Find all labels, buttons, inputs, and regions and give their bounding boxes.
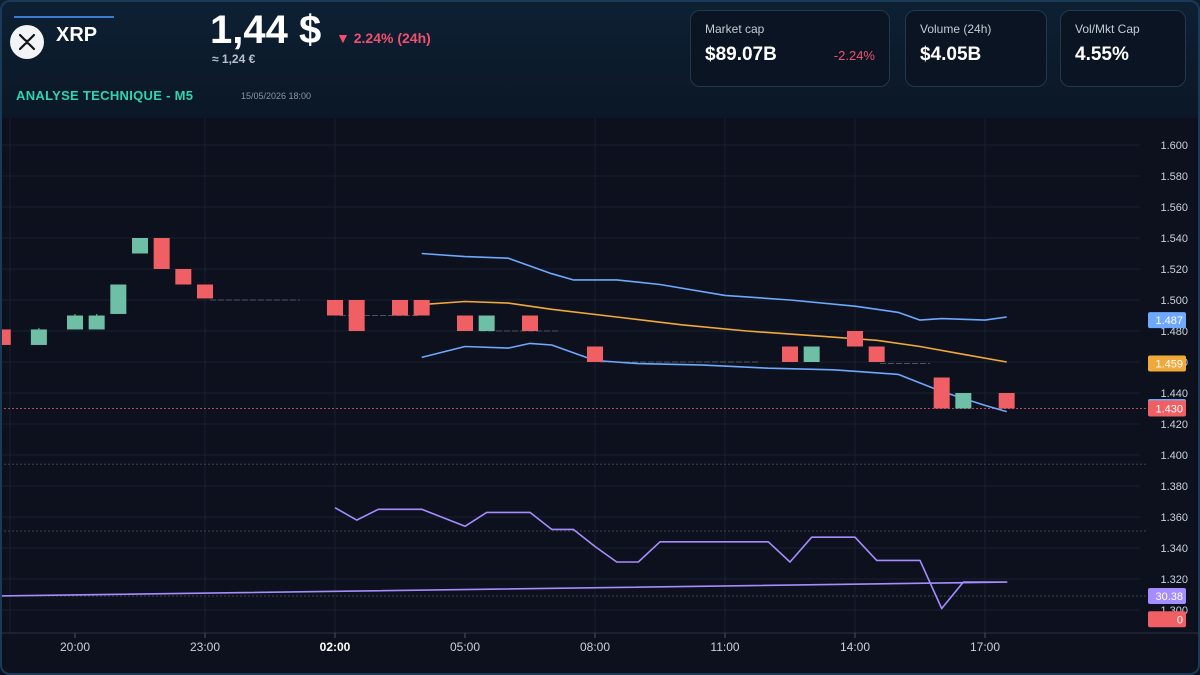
candle-body-up xyxy=(955,393,972,409)
header-bar: XRP 1,44 $ ▼ 2.24% (24h) ≈ 1,24 € ANALYS… xyxy=(0,0,1200,118)
time-axis-label: 08:00 xyxy=(580,640,610,654)
bollinger-middle-line xyxy=(421,300,1007,363)
candle-body-down xyxy=(0,329,11,345)
price-eur: ≈ 1,24 € xyxy=(212,52,256,66)
analysis-label: ANALYSE TECHNIQUE - M5 xyxy=(16,88,194,103)
volume-value: $4.05B xyxy=(920,44,982,65)
price-axis-label: 1.320 xyxy=(1160,574,1188,586)
timestamp: 15/05/2026 18:00 xyxy=(241,91,312,101)
time-axis-label: 14:00 xyxy=(840,640,870,654)
price-axis-label: 1.400 xyxy=(1160,450,1188,462)
time-axis-label: 11:00 xyxy=(710,640,739,654)
candle-body-down xyxy=(522,315,538,331)
price-badge-label: 1.430 xyxy=(1155,404,1183,416)
candle-body-down xyxy=(847,331,863,347)
price-chart[interactable]: 1.6001.5801.5601.5401.5201.5001.4801.460… xyxy=(0,118,1200,675)
bollinger-lower-line xyxy=(421,342,1007,413)
rsi-line xyxy=(0,507,1008,610)
candle-body-up xyxy=(67,315,83,330)
price-badge xyxy=(1148,611,1186,628)
candle-body-up xyxy=(110,284,127,314)
candle-body-down xyxy=(933,377,950,409)
price-badge-label: 30.38 xyxy=(1155,591,1183,603)
asset-symbol: XRP xyxy=(56,24,98,46)
candle-body-down xyxy=(457,315,473,331)
chart-background xyxy=(0,118,1200,675)
volume-card: Volume (24h) $4.05B xyxy=(905,10,1047,87)
time-axis-label: 20:00 xyxy=(60,640,90,654)
price-axis-label: 1.480 xyxy=(1160,326,1188,338)
vol-mkt-cap-label: Vol/Mkt Cap xyxy=(1075,22,1140,36)
price-badge xyxy=(1148,355,1186,372)
price-axis-label: 1.440 xyxy=(1160,388,1188,400)
candle-body-up xyxy=(30,329,47,345)
candle-body-up xyxy=(803,346,820,362)
candle-body-down xyxy=(998,393,1015,409)
price-axis-label: 1.380 xyxy=(1160,481,1188,493)
price-axis-label: 1.420 xyxy=(1160,419,1188,431)
price-badge xyxy=(1148,588,1186,605)
market-cap-delta: -2.24% xyxy=(833,48,875,63)
price-axis-label: 1.600 xyxy=(1160,140,1188,152)
candle-body-down xyxy=(153,238,170,269)
price-axis-label: 1.540 xyxy=(1160,233,1188,245)
price-axis-label: 1.520 xyxy=(1160,264,1188,276)
market-cap-label: Market cap xyxy=(705,22,765,36)
price-change: ▼ 2.24% (24h) xyxy=(336,30,431,46)
asset-price: 1,44 $ xyxy=(210,8,322,52)
candle-body-up xyxy=(478,315,495,331)
candle-body-down xyxy=(348,300,365,331)
candle-body-down xyxy=(587,346,603,362)
time-axis-label: 17:00 xyxy=(970,640,1000,654)
candle-body-down xyxy=(782,346,798,362)
time-axis-label: 23:00 xyxy=(190,640,220,654)
candle-body-down xyxy=(392,300,408,316)
vol-mkt-cap-value: 4.55% xyxy=(1075,44,1129,65)
price-badge xyxy=(1148,312,1186,329)
price-badge-label: 0 xyxy=(1177,614,1183,626)
price-axis-label: 1.360 xyxy=(1160,512,1188,524)
candle-body-down xyxy=(868,346,885,362)
price-axis-label: 1.500 xyxy=(1160,295,1188,307)
candle-body-down xyxy=(197,284,213,299)
market-cap-value: $89.07B xyxy=(705,44,777,65)
header-accent-line xyxy=(14,16,114,18)
xrp-logo-icon xyxy=(10,25,44,59)
volume-label: Volume (24h) xyxy=(920,22,992,36)
bollinger-upper-line xyxy=(421,252,1007,321)
candle-body-down xyxy=(413,300,430,316)
candle-body-up xyxy=(132,238,148,254)
price-badge xyxy=(1148,400,1186,417)
price-badge-label: 1.487 xyxy=(1155,315,1183,327)
candle-body-down xyxy=(327,300,343,316)
candle-body-up xyxy=(88,315,105,330)
vol-mkt-cap-card: Vol/Mkt Cap 4.55% xyxy=(1060,10,1186,87)
price-badge-label: 1.459 xyxy=(1155,359,1183,371)
price-axis-label: 1.560 xyxy=(1160,202,1188,214)
market-cap-card: Market cap $89.07B -2.24% xyxy=(690,10,890,87)
candle-body-down xyxy=(175,269,192,285)
price-axis-label: 1.340 xyxy=(1160,543,1188,555)
time-axis-label: 05:00 xyxy=(450,640,480,654)
price-axis-label: 1.580 xyxy=(1160,171,1188,183)
time-axis-label: 02:00 xyxy=(320,640,351,654)
